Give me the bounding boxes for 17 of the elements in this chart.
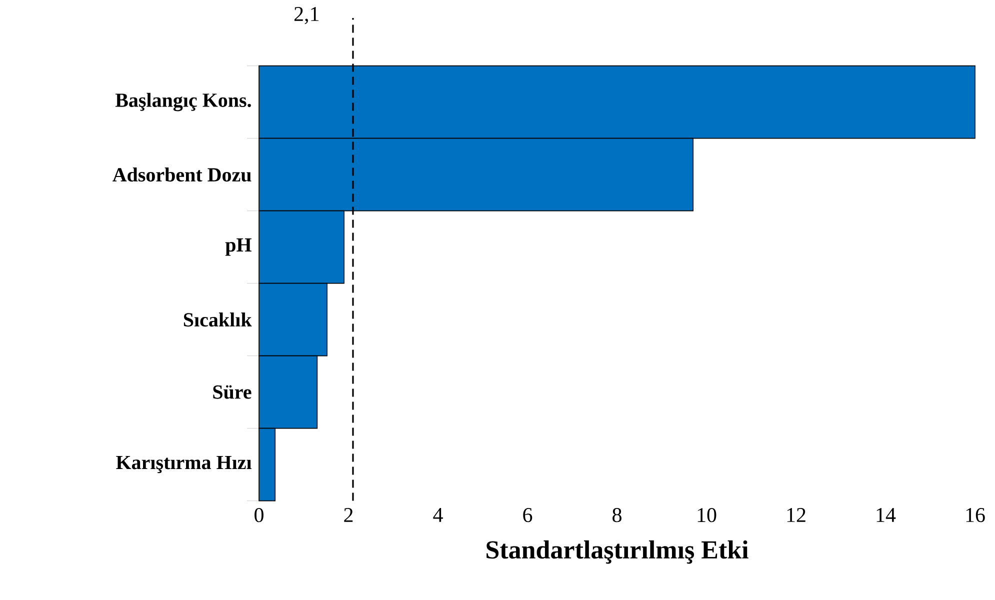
x-tick-label: 6 [523,508,532,522]
x-tick-label: 2 [344,508,353,522]
y-tick-label: Adsorbent Dozu [112,168,252,182]
x-tick-label: 0 [254,508,264,522]
y-tick-label: Sıcaklık [184,312,252,327]
x-tick-label: 8 [612,508,622,522]
x-tick-label: 16 [966,508,985,522]
y-tick-label: pH [225,238,252,256]
x-tick-label: 4 [433,508,443,522]
y-tick-label: Süre [213,385,252,399]
ref-line-label: 2,1 [294,7,319,24]
y-tick-label: Başlangıç Kons. [115,93,251,112]
x-tick-label: 12 [787,508,806,522]
x-tick-label: 10 [698,508,716,522]
x-tick-label: 14 [876,508,896,522]
y-tick-label: Karıştırma Hızı [116,456,252,474]
x-axis-title: Standartlaştırılmış Etki [486,540,748,564]
